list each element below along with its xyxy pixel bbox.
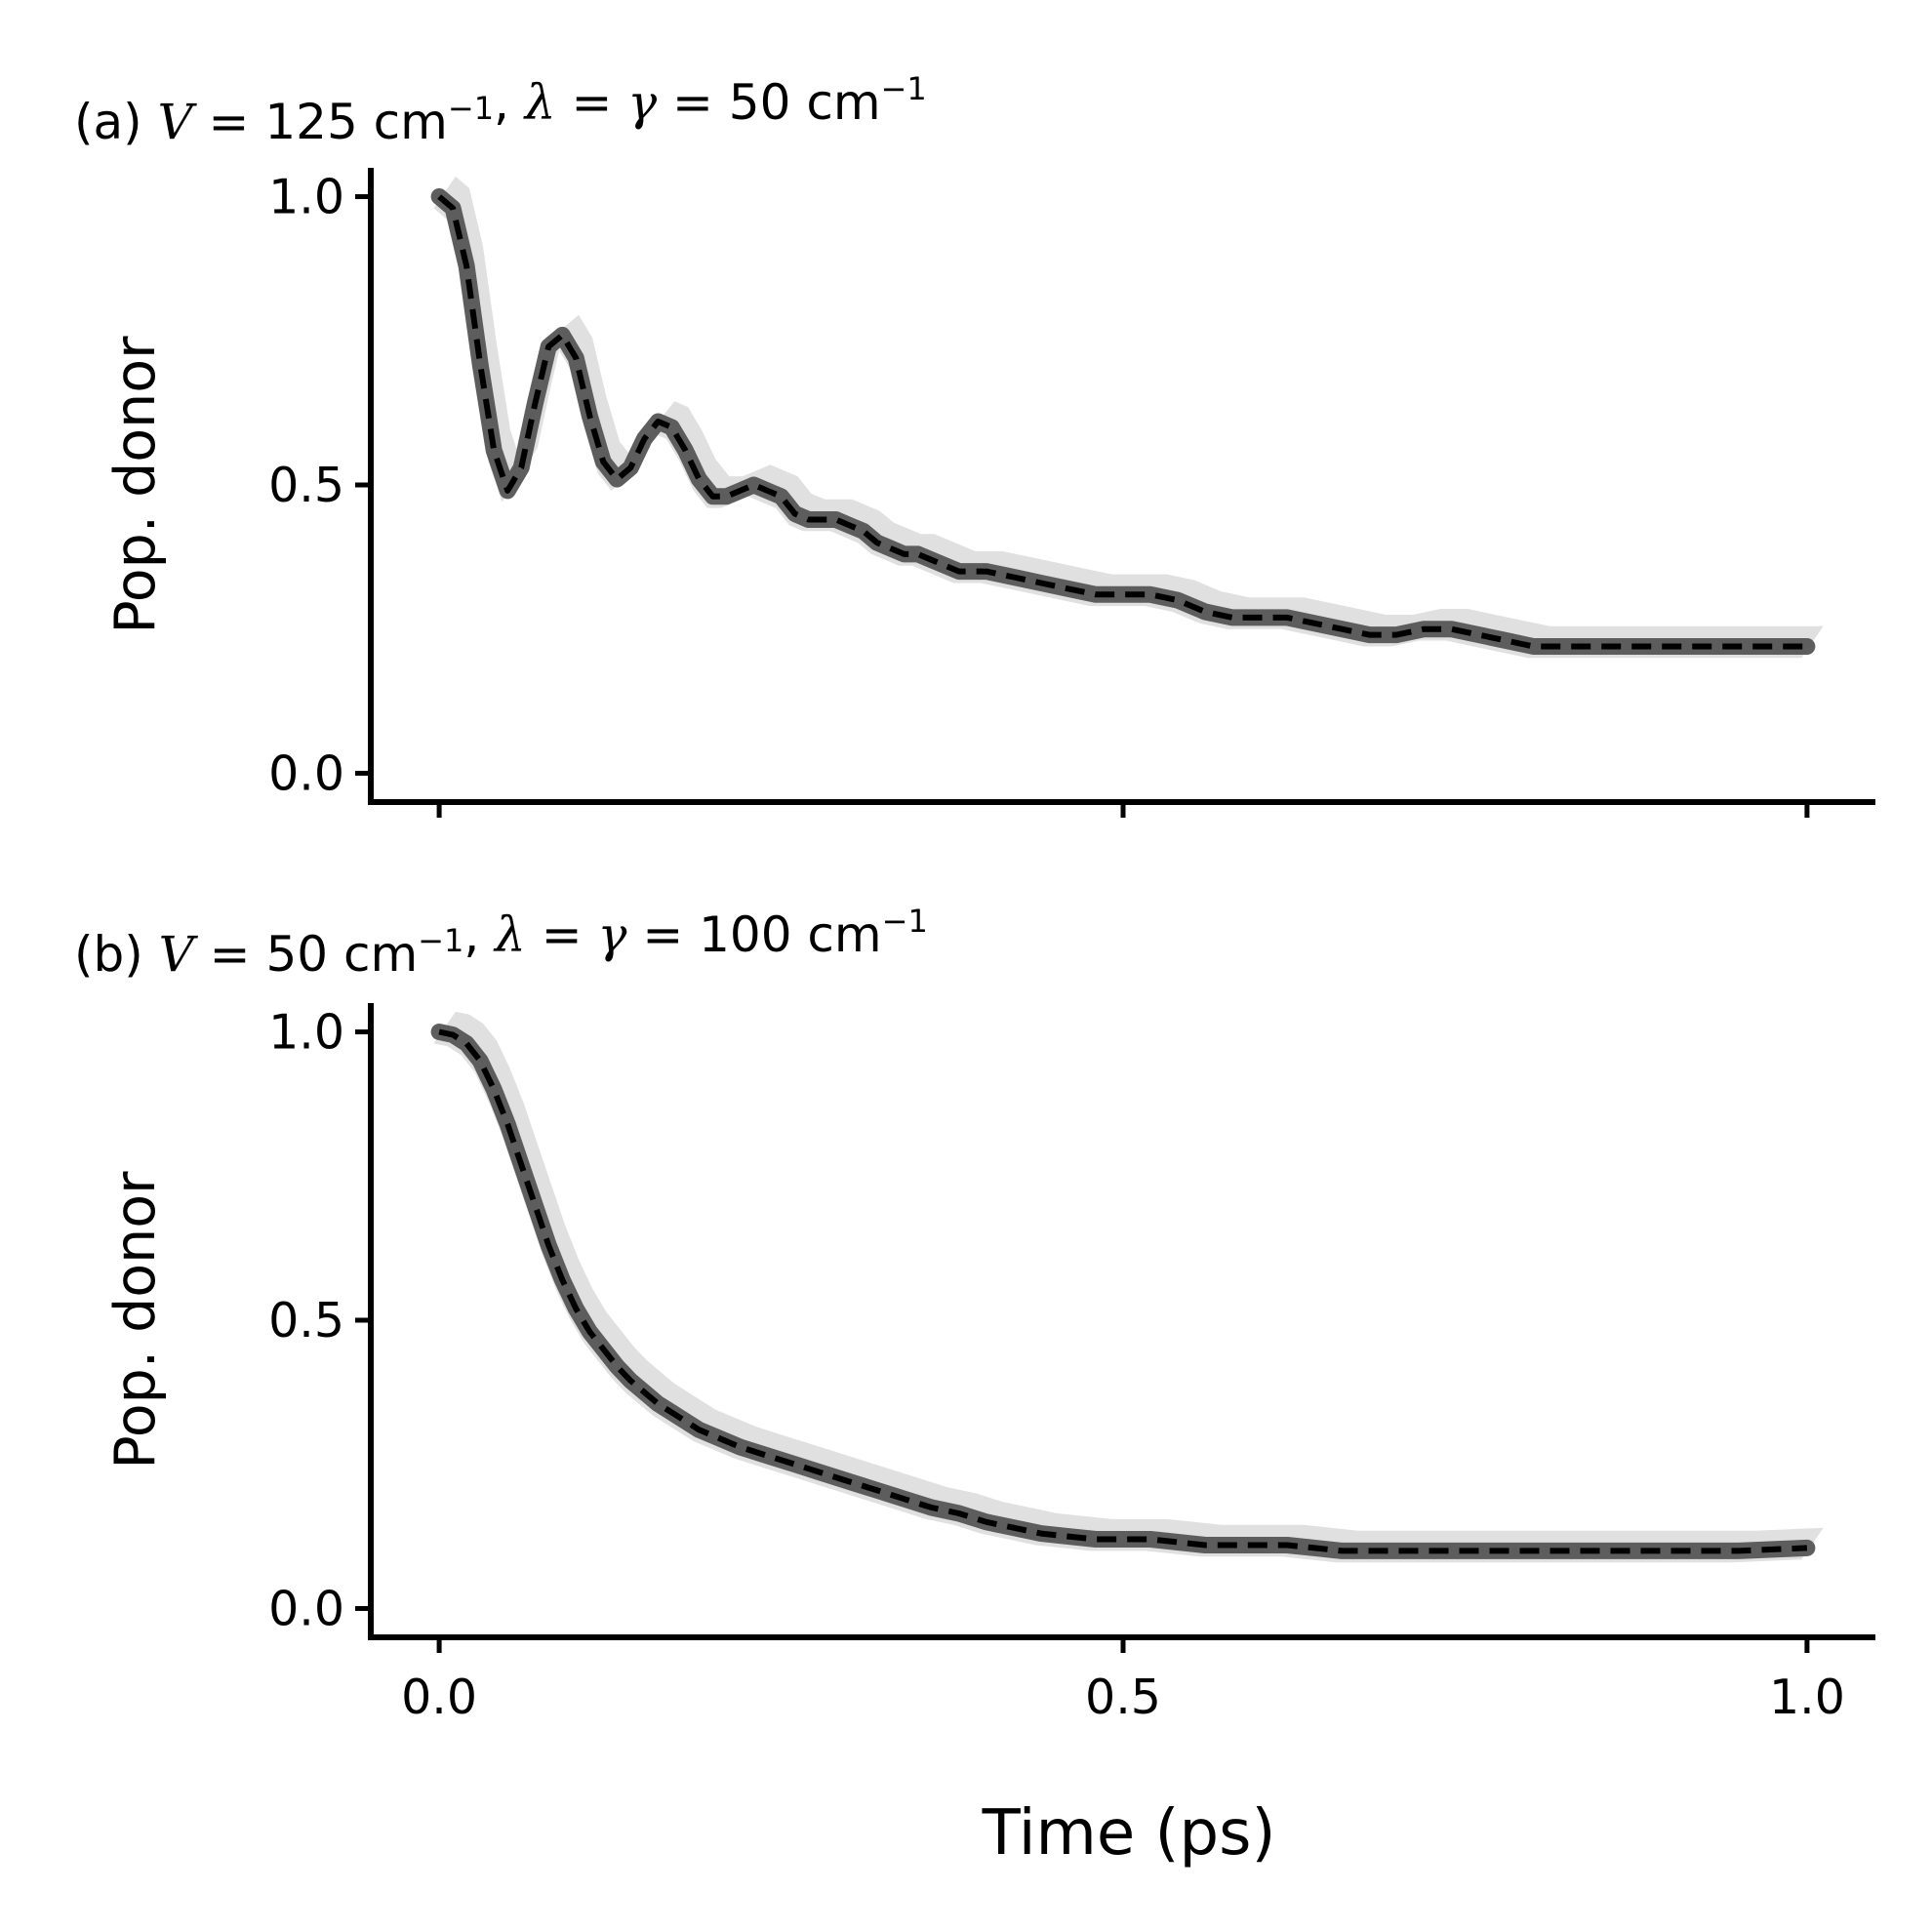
panel-title-text: = 125 cm bbox=[193, 94, 448, 150]
y-tick-label: 1.0 bbox=[268, 170, 344, 225]
panel-title-text: , bbox=[463, 906, 495, 963]
y-axis-label: Pop. donor bbox=[103, 336, 168, 634]
panel-title-symbol: λ bbox=[523, 74, 556, 131]
x-axis-label: Time (ps) bbox=[982, 1797, 1276, 1870]
y-tick-label: 0.5 bbox=[268, 458, 344, 513]
y-tick-label: 1.0 bbox=[268, 1005, 344, 1061]
series-line-dashed bbox=[437, 194, 1807, 650]
panel-title-superscript: −1 bbox=[881, 70, 927, 107]
panel-title: (a) V = 125 cm−1, λ = γ = 50 cm−1 bbox=[74, 70, 927, 150]
series-line-dashed bbox=[438, 1028, 1808, 1554]
x-tick-label: 0.0 bbox=[401, 1670, 477, 1725]
panel-title-superscript: −1 bbox=[448, 90, 494, 127]
y-tick-label: 0.0 bbox=[268, 1581, 344, 1636]
panel-title-text: = 100 cm bbox=[626, 906, 881, 963]
panel-title-symbol: λ bbox=[493, 906, 526, 963]
panel-title-text: , bbox=[494, 74, 525, 131]
y-axis-label: Pop. donor bbox=[103, 1171, 168, 1469]
panel-title-symbol: γ bbox=[598, 906, 627, 963]
panel-title-superscript: −1 bbox=[418, 922, 463, 959]
panel-title-text: = 50 cm bbox=[657, 74, 880, 131]
uncertainty-band bbox=[433, 176, 1824, 659]
panel-title-symbol: γ bbox=[627, 74, 657, 131]
panel-title-text: = bbox=[526, 906, 598, 963]
panel-title-superscript: −1 bbox=[882, 903, 928, 940]
panel-title-text: = bbox=[556, 74, 628, 131]
y-tick-label: 0.0 bbox=[268, 745, 344, 801]
panel-title-prefix: (a) bbox=[74, 94, 158, 150]
panel-title: (b) V = 50 cm−1, λ = γ = 100 cm−1 bbox=[74, 903, 928, 983]
panel-title-prefix: (b) bbox=[74, 926, 159, 983]
x-tick-label: 1.0 bbox=[1769, 1670, 1845, 1725]
uncertainty-band bbox=[433, 1011, 1824, 1563]
y-tick-label: 0.5 bbox=[268, 1293, 344, 1348]
panel-title-symbol: V bbox=[158, 94, 198, 150]
series-line-reference bbox=[430, 1024, 1816, 1559]
panel-title-symbol: V bbox=[159, 926, 199, 983]
x-tick-label: 0.5 bbox=[1085, 1670, 1161, 1725]
panel-title-text: = 50 cm bbox=[194, 926, 418, 983]
